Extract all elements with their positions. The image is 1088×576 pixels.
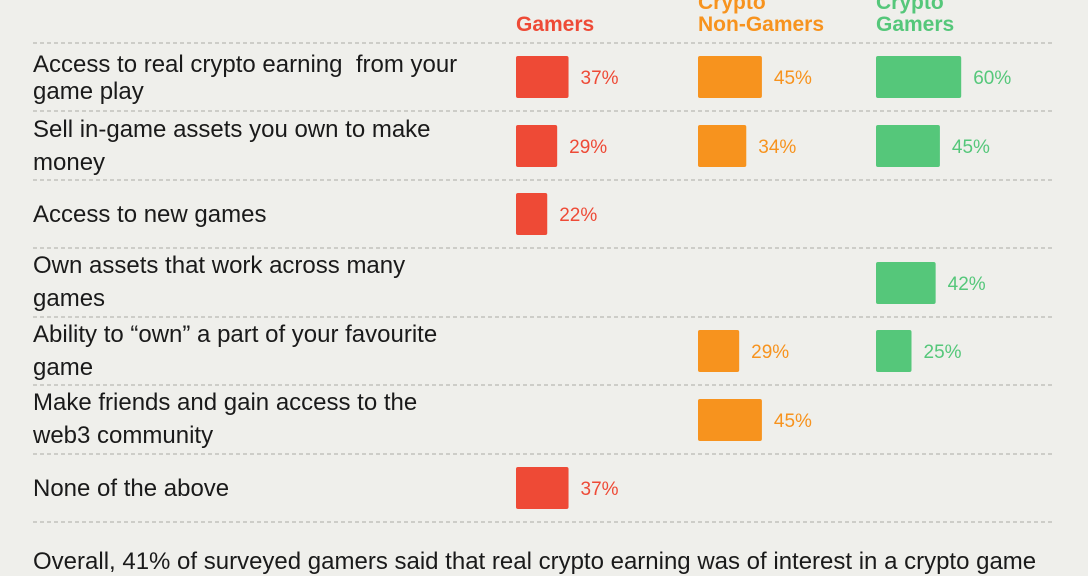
header-gamers-line1: Gamers — [516, 13, 595, 36]
bar — [516, 467, 569, 509]
bar — [876, 56, 962, 98]
bar — [516, 193, 548, 235]
data-label: 42% — [948, 274, 986, 295]
row-label-line: game play — [33, 78, 144, 105]
chart-canvas: 37% 29% 22% 37% 45% 34% 29% 45% 60% 45% 42% 25% — [33, 42, 1052, 523]
data-label: 45% — [774, 68, 812, 89]
bar — [698, 56, 762, 98]
bar — [698, 399, 762, 441]
row-label-real-crypto-earning: Access to real crypto earning from your … — [33, 49, 503, 107]
row-label-own-part-of-game: Ability to “own” a part of your favourit… — [33, 319, 503, 383]
row-label-line: web3 community — [33, 422, 214, 449]
row-label-make-friends-web3: Make friends and gain access to the web3… — [33, 387, 503, 451]
row-label-own-assets-across-games: Own assets that work across many games — [33, 250, 503, 314]
row-label-line: None of the above — [33, 475, 230, 502]
bar — [516, 125, 558, 167]
bar — [516, 56, 569, 98]
header-non-gamers-line2: Non-Gamers — [698, 13, 825, 36]
header-non-gamers-line1: Crypto — [698, 0, 766, 14]
row-label-line: games — [33, 285, 106, 312]
data-label: 45% — [952, 137, 990, 158]
row-label-line: Ability to “own” a part of your favourit… — [33, 321, 438, 348]
header-crypto-gamers-line2: Gamers — [876, 13, 955, 36]
header-gamers: Gamers — [516, 14, 594, 36]
bar — [876, 262, 936, 304]
data-label: 29% — [569, 137, 607, 158]
header-crypto-non-gamers: Crypto Non-Gamers — [698, 0, 824, 36]
bar — [698, 125, 747, 167]
row-label-sell-in-game-assets: Sell in-game assets you own to make mone… — [33, 114, 503, 178]
bar — [698, 330, 740, 372]
row-label-access-new-games: Access to new games — [33, 199, 503, 230]
data-label: 37% — [581, 68, 619, 89]
header-crypto-gamers: Crypto Gamers — [876, 0, 954, 36]
data-label: 22% — [559, 205, 597, 226]
row-label-line: Sell in-game assets you own to make — [33, 116, 431, 143]
row-label-line: Make friends and gain access to the — [33, 389, 418, 416]
row-dividers — [33, 42, 1052, 523]
data-label: 34% — [758, 137, 796, 158]
bars-group: 37% 29% 22% 37% 45% 34% 29% 45% 60% 45% 42% 25% — [516, 56, 1011, 509]
data-label: 45% — [774, 411, 812, 432]
row-label-line: Access to new games — [33, 201, 267, 228]
data-label: 25% — [924, 342, 962, 363]
data-label: 60% — [973, 68, 1011, 89]
bar — [876, 125, 940, 167]
row-label-none-of-above: None of the above — [33, 473, 503, 504]
row-label-line: money — [33, 149, 106, 176]
data-label: 29% — [751, 342, 789, 363]
row-label-line: Own assets that work across many — [33, 252, 406, 279]
row-label-line: game — [33, 354, 94, 381]
bar — [876, 330, 912, 372]
header-crypto-gamers-line1: Crypto — [876, 0, 944, 14]
data-label: 37% — [581, 479, 619, 500]
row-label-line: Access to real crypto earning from your — [33, 51, 458, 78]
